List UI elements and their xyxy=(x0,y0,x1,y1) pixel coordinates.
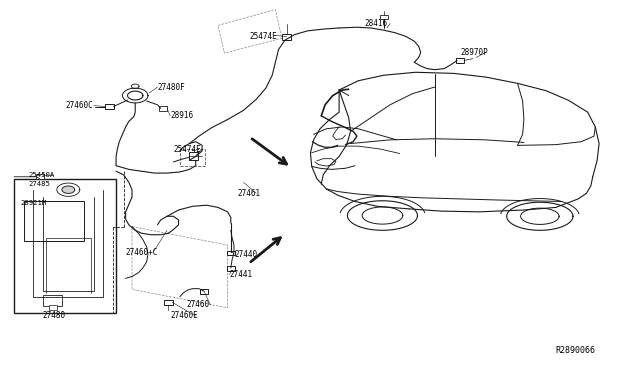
Bar xyxy=(189,152,198,160)
Bar xyxy=(159,106,167,111)
Text: 27460+C: 27460+C xyxy=(125,248,158,257)
Bar xyxy=(43,295,62,306)
Bar xyxy=(105,105,113,109)
Text: 27460: 27460 xyxy=(186,300,209,310)
Bar xyxy=(36,174,44,179)
Text: 28916: 28916 xyxy=(170,111,193,121)
Bar xyxy=(200,289,208,294)
Text: 27480F: 27480F xyxy=(157,83,185,92)
Text: 27485: 27485 xyxy=(28,181,50,187)
Text: 25474E: 25474E xyxy=(250,32,278,41)
Text: 28416: 28416 xyxy=(365,19,388,28)
Bar xyxy=(227,266,236,271)
Bar xyxy=(456,58,464,62)
Text: 27461: 27461 xyxy=(237,189,260,198)
Bar xyxy=(14,179,116,313)
Text: 27440: 27440 xyxy=(234,250,257,259)
Text: 27460E: 27460E xyxy=(170,311,198,320)
Text: 27460C: 27460C xyxy=(65,101,93,110)
Bar xyxy=(380,15,388,19)
Text: R2890066: R2890066 xyxy=(556,346,596,355)
Text: 25450A: 25450A xyxy=(28,172,54,178)
Text: 27480: 27480 xyxy=(43,311,66,320)
Text: 28970P: 28970P xyxy=(460,48,488,57)
Bar xyxy=(164,301,173,305)
Bar xyxy=(49,305,57,310)
Bar xyxy=(227,251,236,256)
Polygon shape xyxy=(127,91,143,100)
Bar xyxy=(282,33,291,40)
Text: 27441: 27441 xyxy=(230,270,253,279)
Polygon shape xyxy=(62,186,75,193)
Bar xyxy=(180,149,205,166)
Text: 25474E: 25474E xyxy=(173,145,201,154)
Text: 28921M: 28921M xyxy=(20,200,47,206)
Bar xyxy=(24,201,84,241)
